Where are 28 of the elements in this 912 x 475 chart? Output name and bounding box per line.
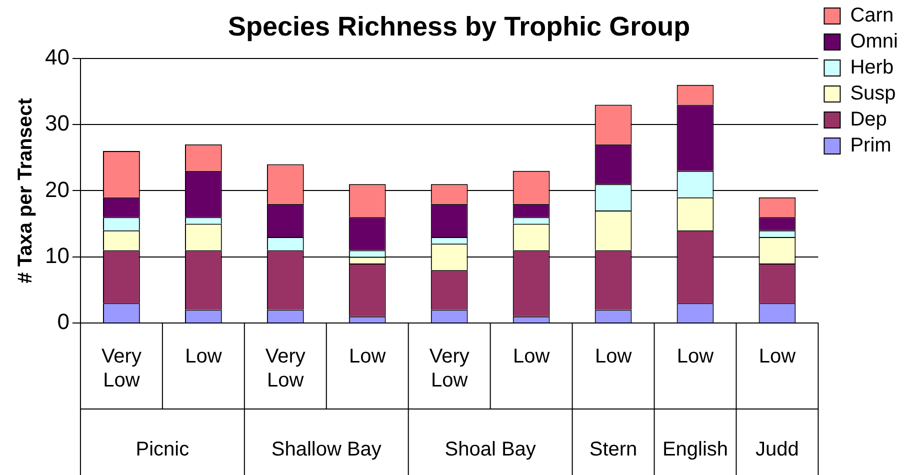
legend-label: Omni — [850, 30, 898, 53]
legend-label: Dep — [850, 108, 887, 131]
text: Stern — [589, 438, 638, 461]
legend-label: Susp — [850, 82, 896, 105]
text: Shallow Bay — [271, 438, 382, 461]
x-tick-label: Very Low — [101, 346, 142, 392]
text: Shoal Bay — [444, 438, 536, 461]
x-tick-label: Low — [676, 346, 714, 368]
x-tick-label: Low — [758, 346, 796, 368]
y-tick-label: 20 — [44, 176, 70, 202]
x-tick-label: Low — [185, 346, 222, 368]
legend-label: Prim — [850, 134, 892, 157]
text: Judd — [756, 438, 799, 461]
y-tick-label: 40 — [44, 44, 70, 70]
y-tick-label: 10 — [44, 242, 70, 268]
x-tick-label: Very Low — [265, 346, 306, 392]
y-tick-label: 30 — [44, 110, 70, 136]
x-tick-label: Very Low — [429, 346, 470, 392]
x-tick-label: Low — [349, 346, 386, 368]
y-tick-label: 0 — [57, 309, 70, 334]
y-axis-title: # Taxa per Transect — [14, 98, 37, 284]
chart-title: Species Richness by Trophic Group — [228, 12, 690, 42]
legend-label: Herb — [850, 56, 894, 79]
text: English — [662, 438, 728, 461]
text: Picnic — [136, 438, 190, 461]
legend-label: Carn — [850, 4, 894, 27]
x-tick-label: Low — [512, 346, 550, 368]
x-tick-label: Low — [594, 346, 632, 368]
